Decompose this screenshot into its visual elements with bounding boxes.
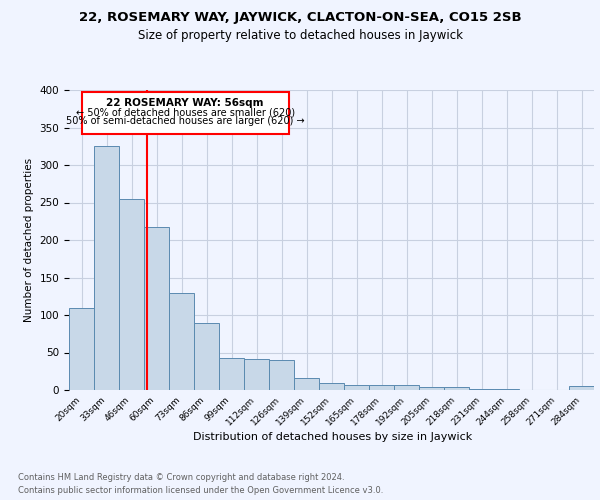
Bar: [344, 385, 369, 390]
Bar: [82, 92, 289, 134]
Bar: [494, 389, 519, 390]
Y-axis label: Number of detached properties: Number of detached properties: [24, 158, 34, 322]
Bar: [294, 378, 319, 390]
Bar: [269, 360, 294, 390]
Bar: [444, 387, 469, 390]
Text: 22, ROSEMARY WAY, JAYWICK, CLACTON-ON-SEA, CO15 2SB: 22, ROSEMARY WAY, JAYWICK, CLACTON-ON-SE…: [79, 12, 521, 24]
Text: 22 ROSEMARY WAY: 56sqm: 22 ROSEMARY WAY: 56sqm: [107, 98, 264, 108]
Text: Contains HM Land Registry data © Crown copyright and database right 2024.: Contains HM Land Registry data © Crown c…: [18, 472, 344, 482]
Bar: [169, 292, 194, 390]
Text: Distribution of detached houses by size in Jaywick: Distribution of detached houses by size …: [193, 432, 473, 442]
Bar: [119, 198, 144, 390]
Bar: [319, 383, 344, 390]
Bar: [419, 387, 444, 390]
Bar: [569, 386, 594, 390]
Bar: [244, 358, 269, 390]
Bar: [144, 226, 169, 390]
Bar: [194, 322, 219, 390]
Bar: [394, 385, 419, 390]
Text: Contains public sector information licensed under the Open Government Licence v3: Contains public sector information licen…: [18, 486, 383, 495]
Text: ← 50% of detached houses are smaller (620): ← 50% of detached houses are smaller (62…: [76, 108, 295, 117]
Text: Size of property relative to detached houses in Jaywick: Size of property relative to detached ho…: [137, 28, 463, 42]
Bar: [94, 146, 119, 390]
Text: 50% of semi-detached houses are larger (620) →: 50% of semi-detached houses are larger (…: [66, 116, 305, 126]
Bar: [369, 385, 394, 390]
Bar: [219, 358, 244, 390]
Bar: [469, 389, 494, 390]
Bar: [69, 308, 94, 390]
